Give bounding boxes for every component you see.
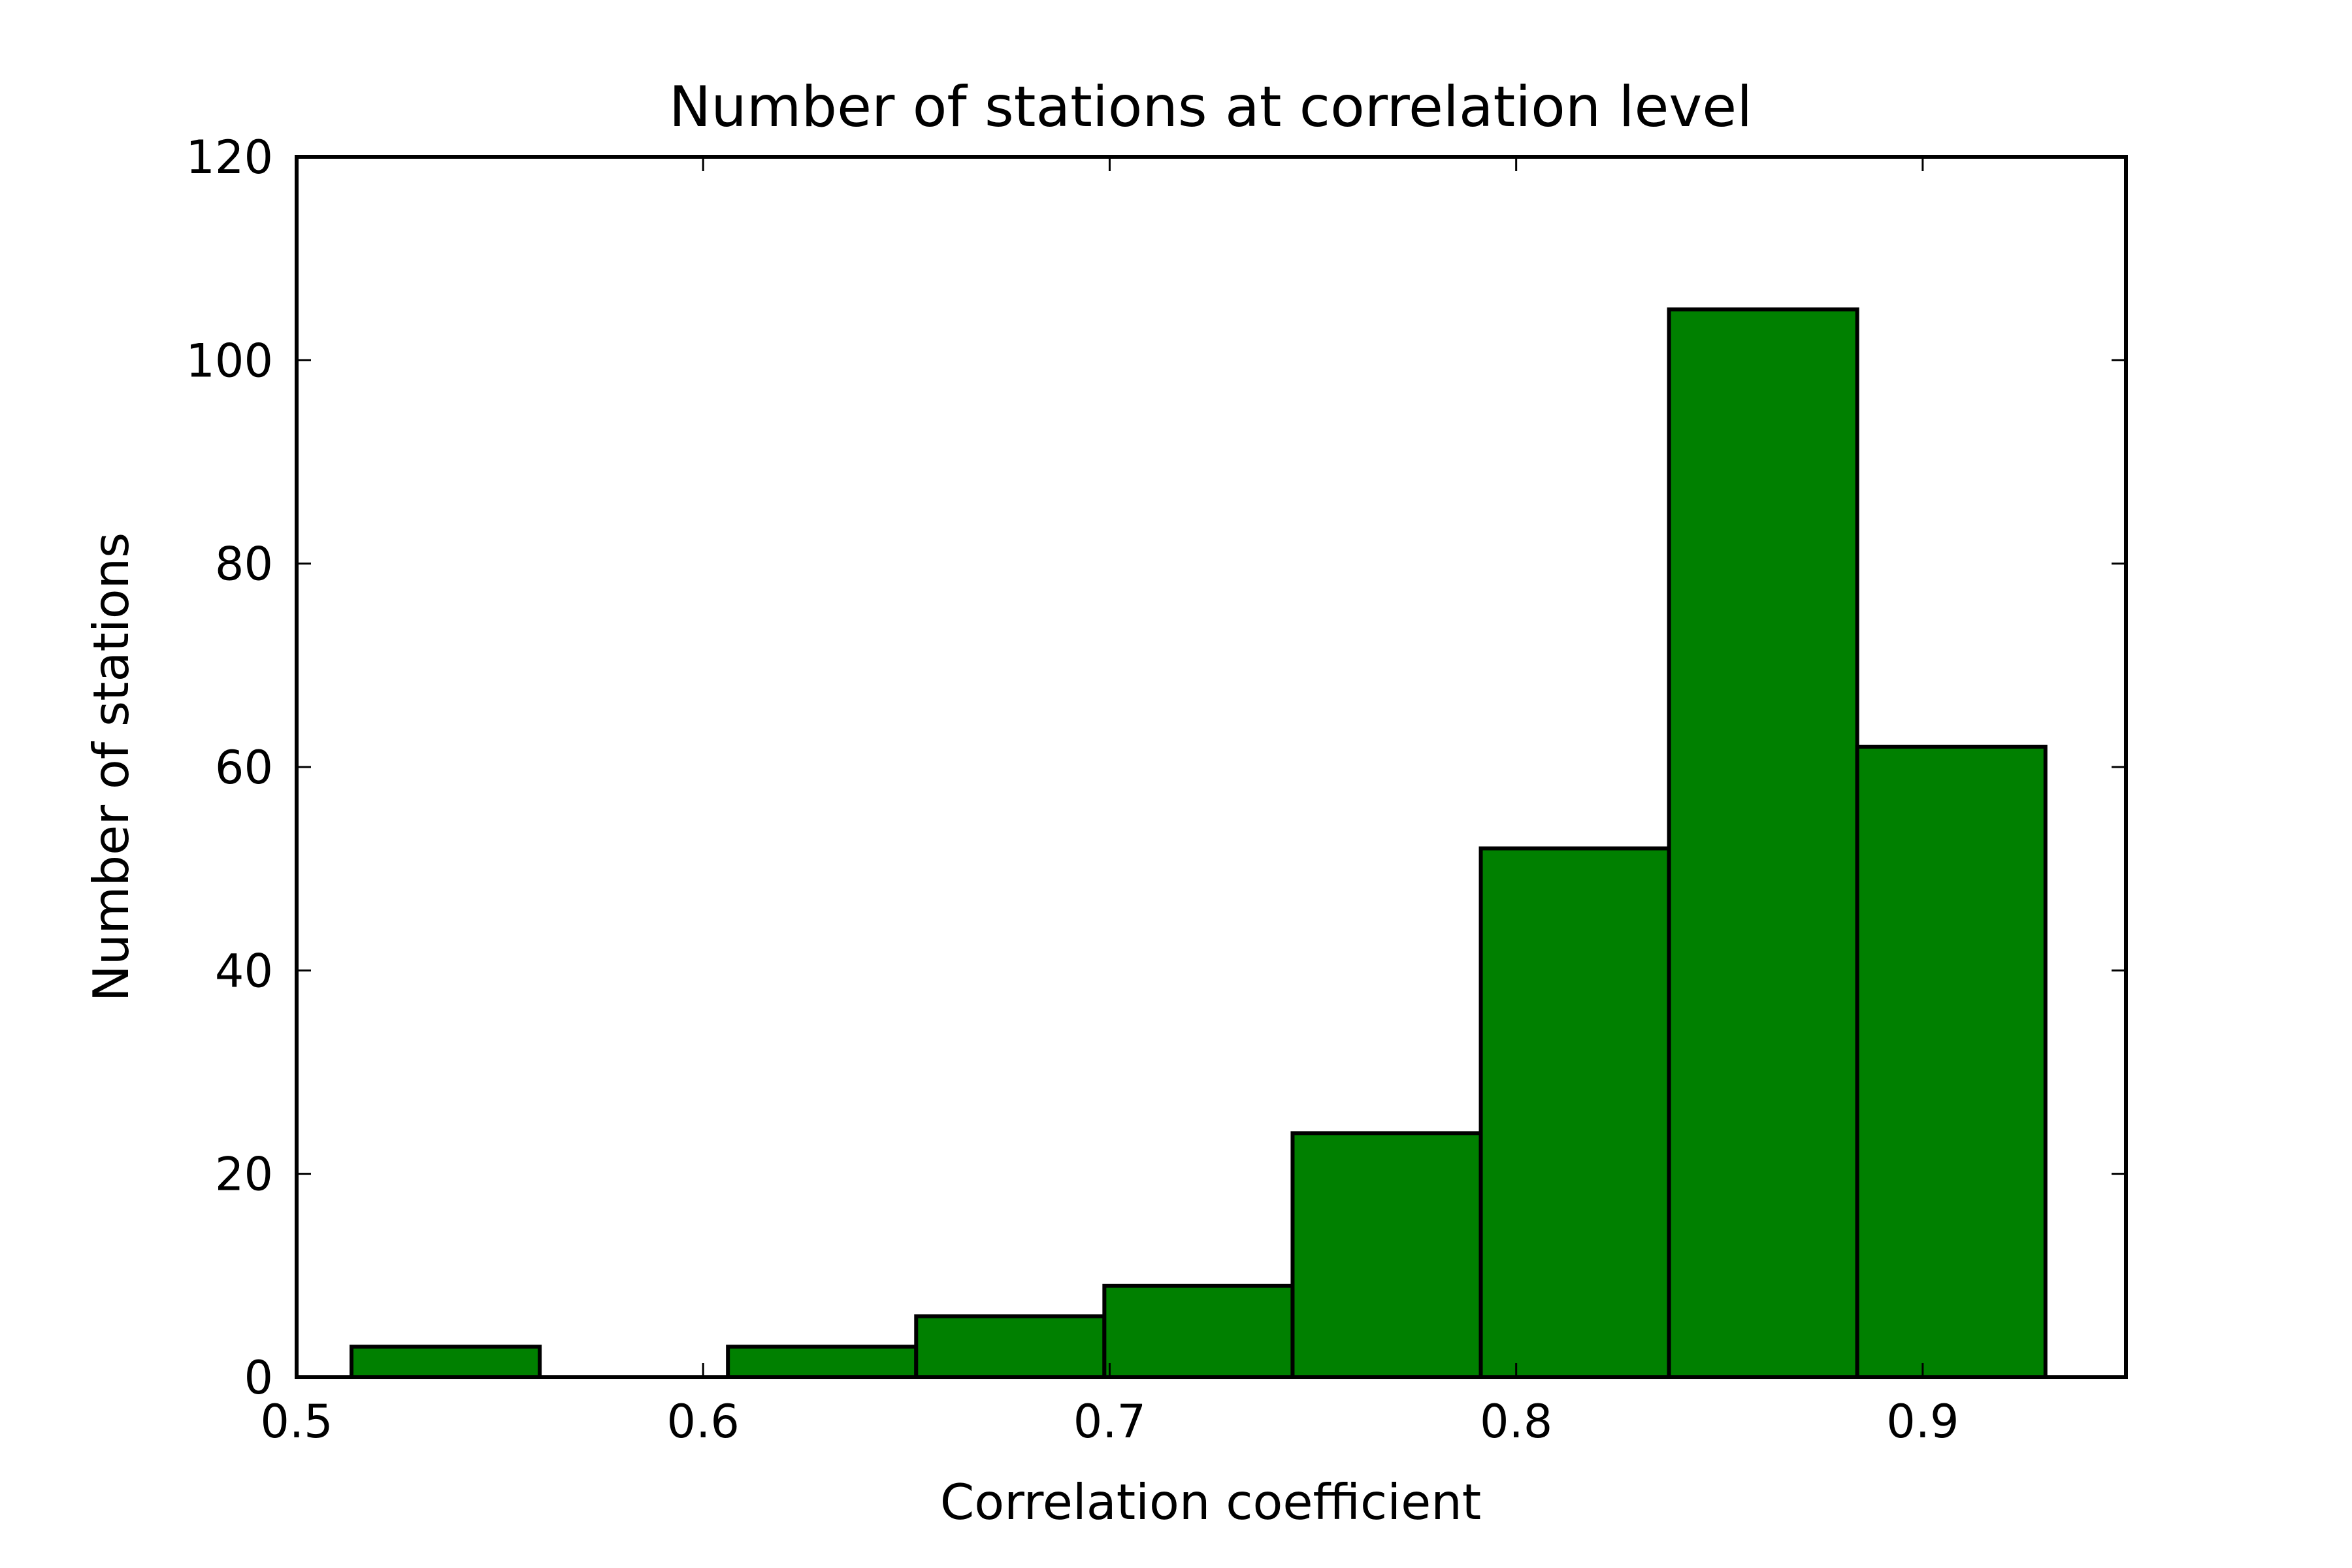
bars-group	[350, 307, 2048, 1380]
x-tick-label-4: 0.9	[1886, 1395, 1959, 1448]
plot-frame	[295, 155, 2128, 1379]
bar-bin-8	[1855, 744, 2048, 1380]
y-tick-label-4: 80	[215, 538, 273, 591]
y-tick-label-0: 0	[244, 1351, 273, 1405]
x-axis-label: Correlation coefficient	[940, 1473, 1481, 1531]
bar-bin-2	[726, 1345, 919, 1380]
x-tick-label-1: 0.6	[667, 1395, 740, 1448]
bar-bin-4	[1102, 1283, 1295, 1380]
bar-bin-7	[1667, 307, 1859, 1379]
y-tick-label-1: 20	[215, 1148, 273, 1201]
bar-bin-5	[1290, 1131, 1483, 1380]
y-tick-label-5: 100	[186, 334, 273, 387]
bar-bin-0	[350, 1345, 542, 1380]
y-tick-label-3: 60	[215, 741, 273, 794]
x-tick-label-3: 0.8	[1480, 1395, 1552, 1448]
y-tick-label-6: 120	[186, 131, 273, 184]
y-tick-label-2: 40	[215, 944, 273, 998]
x-tick-label-0: 0.5	[260, 1395, 333, 1448]
x-tick-label-2: 0.7	[1073, 1395, 1146, 1448]
bar-bin-3	[914, 1314, 1107, 1379]
bar-bin-6	[1478, 846, 1671, 1379]
chart-title: Number of stations at correlation level	[669, 74, 1752, 140]
tick-labels-group: 0.5 0.6 0.7 0.8 0.9 0 20 40 60 80 100 120	[186, 131, 1959, 1448]
y-axis-label: Number of stations	[82, 532, 140, 1002]
